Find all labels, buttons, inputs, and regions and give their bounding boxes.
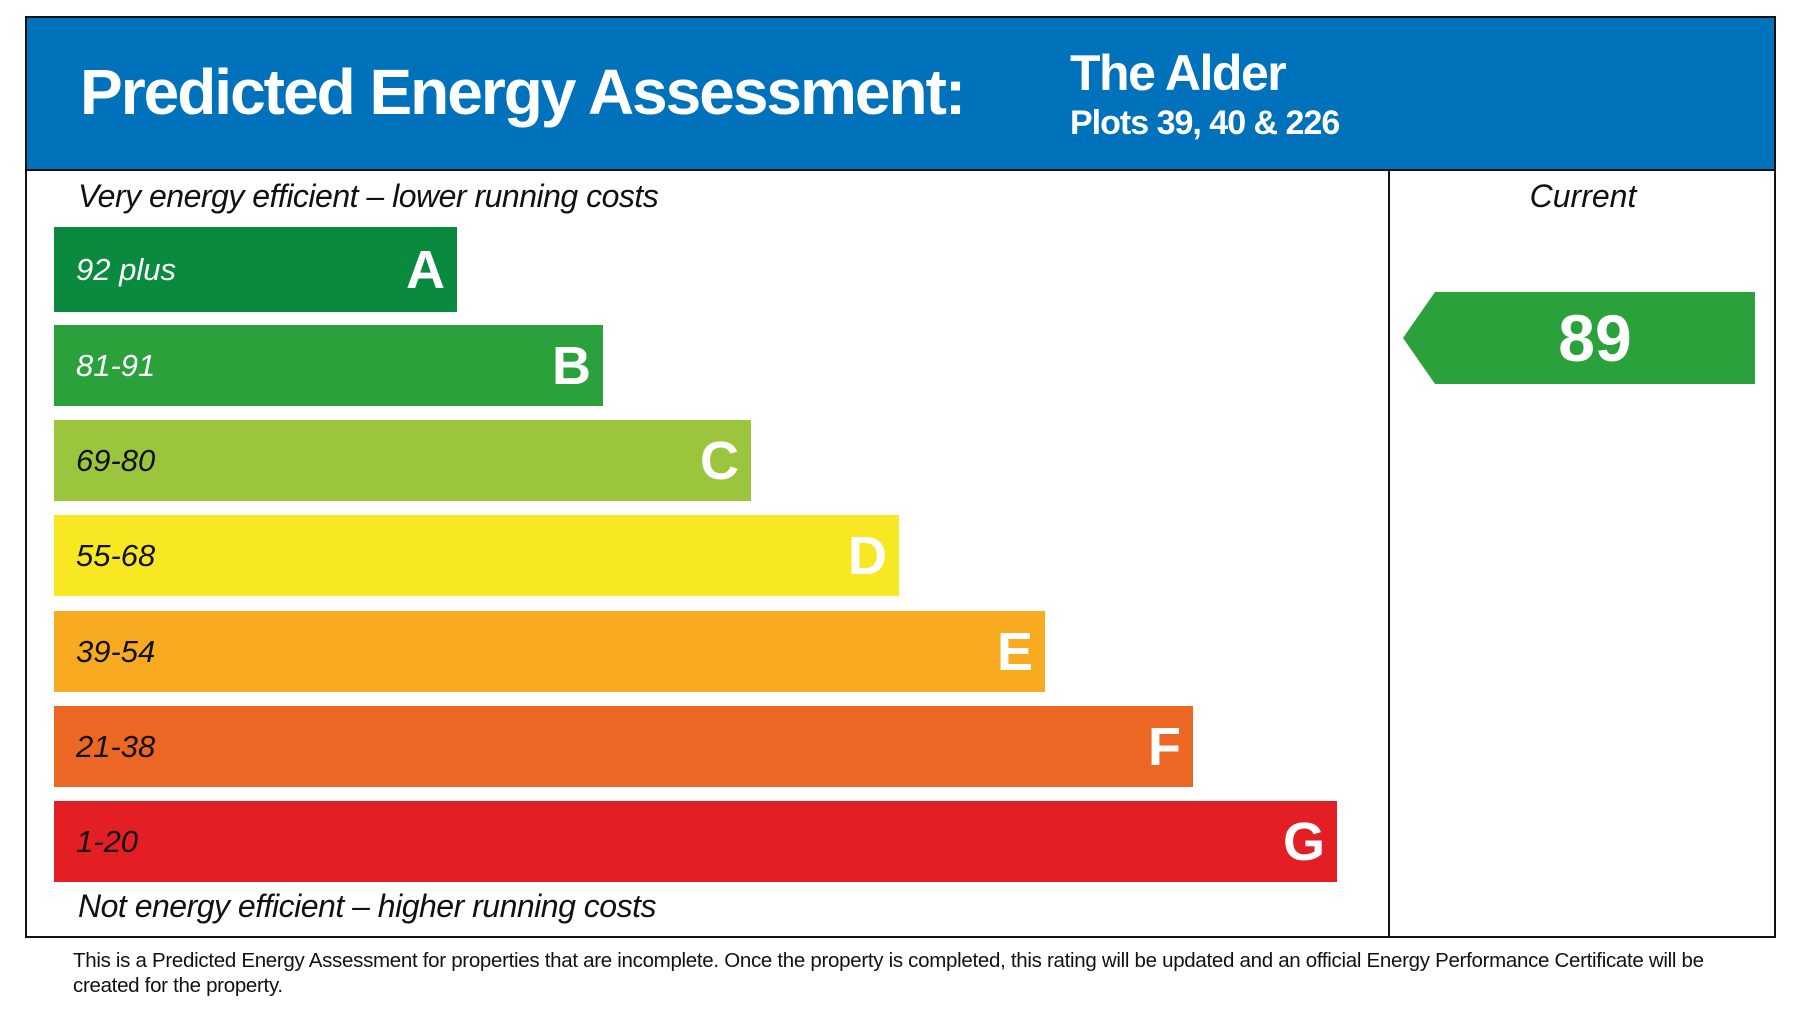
column-divider xyxy=(1388,170,1390,938)
band-f: 21-38 F xyxy=(54,706,1193,787)
band-range: 39-54 xyxy=(76,633,156,669)
band-range: 69-80 xyxy=(76,442,156,478)
band-d: 55-68 D xyxy=(54,515,899,596)
band-letter: C xyxy=(700,430,739,491)
band-letter: B xyxy=(552,335,591,396)
band-b: 81-91 B xyxy=(54,325,603,406)
band-letter: A xyxy=(406,239,445,300)
property-name: The Alder xyxy=(1070,45,1287,101)
bottom-note: Not energy efficient – higher running co… xyxy=(78,888,656,924)
band-g: 1-20 G xyxy=(54,801,1337,882)
band-letter: G xyxy=(1282,811,1325,872)
band-letter: F xyxy=(1148,716,1181,777)
plots-label: Plots 39, 40 & 226 xyxy=(1070,104,1340,142)
current-rating-arrow: 89 xyxy=(1403,292,1755,384)
band-range: 55-68 xyxy=(76,537,156,573)
page-title: Predicted Energy Assessment: xyxy=(80,56,966,128)
footer-disclaimer: This is a Predicted Energy Assessment fo… xyxy=(73,949,1704,997)
band-range: 21-38 xyxy=(76,728,156,764)
band-c: 69-80 C xyxy=(54,420,751,501)
header-banner xyxy=(25,16,1776,171)
top-note: Very energy efficient – lower running co… xyxy=(78,178,659,214)
band-range: 1-20 xyxy=(76,823,139,859)
band-range: 81-91 xyxy=(76,347,156,383)
current-label: Current xyxy=(1529,178,1637,214)
band-letter: D xyxy=(848,525,887,586)
band-e: 39-54 E xyxy=(54,611,1045,692)
band-range: 92 plus xyxy=(76,251,176,287)
band-a: 92 plus A xyxy=(54,227,457,312)
current-rating-value: 89 xyxy=(1558,301,1632,375)
band-letter: E xyxy=(996,621,1033,682)
